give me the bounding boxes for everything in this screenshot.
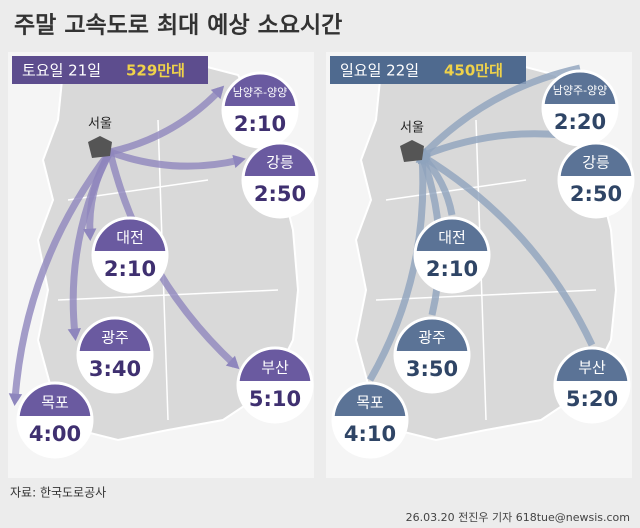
badge-ring xyxy=(393,316,471,394)
badge-ring xyxy=(241,141,319,219)
badge-ring xyxy=(331,381,409,459)
destination-name: 부산 xyxy=(261,359,289,377)
seoul-area xyxy=(88,136,112,158)
destination-name: 목포 xyxy=(356,394,384,412)
destination-badge: 목포 4:00 xyxy=(16,381,94,459)
header-box xyxy=(330,56,526,84)
route-arrow xyxy=(69,150,114,336)
source: 자료: 한국도로공사 xyxy=(10,486,106,500)
travel-time: 2:50 xyxy=(570,182,622,206)
travel-time: 2:10 xyxy=(234,112,286,136)
destination-badge: 부산 5:20 xyxy=(553,346,631,424)
seoul-area xyxy=(400,140,424,162)
title: 주말 고속도로 최대 예상 소요시간 xyxy=(14,13,342,39)
route-arrow xyxy=(11,149,113,401)
destination-badge: 광주 3:40 xyxy=(76,316,154,394)
destination-name: 남양주-양양 xyxy=(553,84,608,97)
arrow-head xyxy=(225,355,240,370)
destination-badge: 부산 5:10 xyxy=(236,346,314,424)
destination-name: 광주 xyxy=(101,329,129,347)
header-box xyxy=(12,56,208,84)
day-label: 토요일 21일 xyxy=(22,62,101,80)
destination-name: 강릉 xyxy=(266,154,294,172)
destination-name: 대전 xyxy=(116,229,144,247)
travel-time: 4:10 xyxy=(344,422,396,446)
origin-label: 서울 xyxy=(88,117,112,132)
destination-name: 목포 xyxy=(41,394,69,412)
credit: 26.03.20 전진우 기자 618tue@newsis.com xyxy=(406,511,630,524)
destination-badge: 남양주-양양 2:20 xyxy=(541,69,619,147)
route-arrow xyxy=(109,87,223,156)
travel-time: 2:50 xyxy=(254,182,306,206)
destination-name: 대전 xyxy=(438,229,466,247)
travel-time: 5:10 xyxy=(249,387,301,411)
travel-time: 3:50 xyxy=(406,357,458,381)
travel-time: 5:20 xyxy=(566,387,618,411)
arrow-head xyxy=(8,393,23,406)
badge-ring xyxy=(16,381,94,459)
arrow-head xyxy=(82,228,97,241)
badge-ring xyxy=(553,346,631,424)
destination-name: 강릉 xyxy=(582,154,610,172)
route-arrow xyxy=(420,153,596,347)
origin-label: 서울 xyxy=(400,121,424,136)
day-label: 일요일 22일 xyxy=(340,62,419,80)
badge-ring xyxy=(221,71,299,149)
destination-badge: 대전 2:10 xyxy=(413,216,491,294)
badge-ring xyxy=(76,316,154,394)
travel-time: 4:00 xyxy=(29,422,81,446)
destination-badge: 강릉 2:50 xyxy=(557,141,635,219)
destination-name: 광주 xyxy=(418,329,446,347)
badge-ring xyxy=(236,346,314,424)
destination-badge: 강릉 2:50 xyxy=(241,141,319,219)
travel-time: 3:40 xyxy=(89,357,141,381)
arrow-head xyxy=(232,154,246,168)
travel-time: 2:10 xyxy=(426,257,478,281)
travel-time: 2:20 xyxy=(554,110,606,134)
badge-ring xyxy=(557,141,635,219)
destination-badge: 광주 3:50 xyxy=(393,316,471,394)
destination-badge: 목포 4:10 xyxy=(331,381,409,459)
route-arrow xyxy=(108,148,241,170)
badge-ring xyxy=(91,216,169,294)
travel-time: 2:10 xyxy=(104,257,156,281)
route-arrow xyxy=(419,64,581,159)
route-arrow xyxy=(366,155,427,382)
badge-ring xyxy=(413,216,491,294)
destination-name: 부산 xyxy=(578,359,606,377)
destination-badge: 대전 2:10 xyxy=(91,216,169,294)
arrow-head xyxy=(67,328,82,341)
volume-label: 450만대 xyxy=(444,62,503,80)
arrow-head xyxy=(210,85,225,100)
destination-name: 남양주-양양 xyxy=(233,86,288,99)
destination-badge: 남양주-양양 2:10 xyxy=(221,71,299,149)
volume-label: 529만대 xyxy=(126,62,185,80)
